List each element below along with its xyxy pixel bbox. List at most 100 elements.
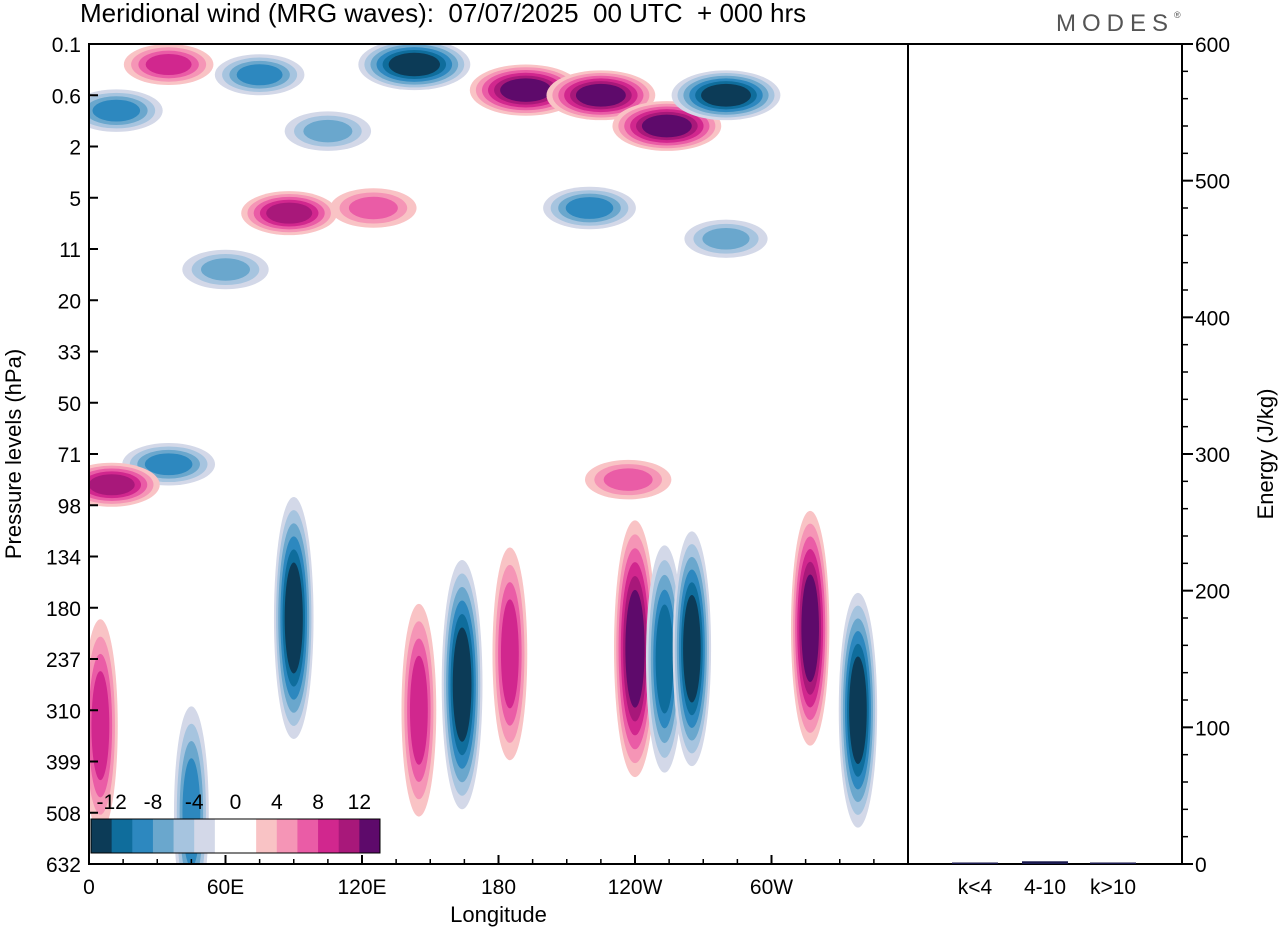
wind-contour	[565, 197, 614, 219]
y-tick-label: 134	[46, 547, 81, 570]
wind-contour	[849, 656, 867, 765]
y-tick-label: 508	[46, 803, 81, 826]
wind-contour	[500, 78, 552, 102]
colorbar-swatch	[214, 819, 236, 853]
energy-tick-label: 500	[1195, 171, 1230, 194]
energy-bar-chart: 0 100 200 300 400 500 600 Energy (J/kg) k<4 4-10 k…	[952, 34, 1278, 899]
wind-feature-4	[671, 70, 781, 121]
colorbar-frame	[90, 818, 381, 854]
colorbar-swatch	[152, 819, 175, 853]
colorbar-label: 4	[271, 791, 283, 814]
energy-frame	[907, 43, 1183, 865]
colorbar-swatch	[318, 819, 340, 853]
wind-feature-26	[584, 459, 672, 500]
y-tick-label: 98	[58, 495, 81, 518]
wind-contour	[655, 604, 674, 714]
wind-contour	[641, 114, 692, 138]
wind-feature-19	[645, 545, 684, 773]
x-tick-label: 60E	[207, 876, 244, 899]
wind-feature-12	[182, 249, 269, 290]
colorbar-swatch	[132, 819, 154, 853]
colorbar-swatch	[338, 819, 360, 853]
energy-bar	[1022, 861, 1068, 864]
x-tick-label: 120W	[608, 876, 663, 899]
colorbar-label: -4	[185, 791, 204, 814]
y-tick-label: 5	[69, 188, 81, 211]
y-axis-title: Pressure levels (hPa)	[1, 349, 26, 559]
wind-contour	[388, 52, 440, 77]
wind-feature-21	[790, 510, 830, 746]
colorbar-swatch	[91, 819, 113, 853]
wind-feature-16	[273, 497, 314, 739]
wind-contour	[201, 258, 250, 281]
wind-feature-13	[684, 219, 768, 258]
x-tick-label: 120E	[337, 876, 386, 899]
colorbar: -12 -8 -4 0 4 8 12	[90, 791, 381, 854]
energy-tick-label: 300	[1195, 444, 1230, 467]
energy-bar	[1090, 862, 1136, 864]
wind-contour	[145, 53, 192, 76]
energy-tick-label: 200	[1195, 581, 1230, 604]
wind-contour	[452, 627, 472, 742]
wind-contour	[409, 655, 428, 765]
wind-contour	[625, 589, 645, 708]
x-tick-label: 0	[83, 876, 95, 899]
y-tick-label: 180	[46, 598, 81, 621]
y-tick-label: 11	[59, 239, 81, 262]
heatmap-plot-area	[89, 44, 878, 864]
colorbar-label: -12	[96, 791, 126, 814]
heatmap-frame	[88, 43, 909, 865]
energy-axis-title: Energy (J/kg)	[1253, 389, 1278, 520]
wind-feature-5	[89, 89, 163, 132]
wind-contour	[266, 202, 313, 224]
wind-feature-18	[614, 520, 656, 778]
colorbar-swatch	[297, 819, 319, 853]
wind-feature-0	[358, 44, 471, 91]
energy-category-label: k>10	[1090, 876, 1136, 899]
x-axis-title: Longitude	[450, 902, 547, 927]
colorbar-swatch	[194, 819, 216, 853]
colorbar-swatch	[256, 819, 278, 853]
wind-feature-6	[284, 111, 372, 151]
x-tick-label: 60W	[750, 876, 793, 899]
colorbar-label: 12	[348, 791, 371, 814]
chart-title: Meridional wind (MRG waves): 07/07/2025 …	[80, 0, 807, 28]
wind-feature-25	[492, 547, 528, 761]
y-tick-label: 0.1	[52, 34, 81, 57]
energy-bar	[952, 862, 998, 864]
wind-feature-20	[672, 531, 712, 767]
wind-contour	[144, 453, 193, 476]
colorbar-swatch	[359, 819, 381, 853]
wind-contour	[801, 574, 819, 683]
y-tick-label: 20	[58, 290, 81, 313]
wind-feature-7	[123, 44, 214, 86]
wind-contour	[702, 227, 750, 250]
energy-category-label: k<4	[958, 876, 993, 899]
energy-tick-label: 100	[1195, 717, 1230, 740]
wind-contour	[89, 474, 135, 496]
energy-tick-label: 600	[1195, 34, 1230, 57]
wind-feature-15	[89, 462, 160, 507]
y-tick-label: 632	[46, 854, 81, 877]
colorbar-label: 8	[312, 791, 324, 814]
axes: 0.1 0.6 2 5 11 20 33 50 71 98 134 180 237 310 399 508 63…	[1, 34, 1183, 927]
wind-contour	[91, 671, 110, 781]
wind-contour	[92, 99, 141, 122]
wind-feature-2	[546, 70, 656, 121]
wind-contour	[284, 562, 303, 674]
colorbar-swatch	[111, 819, 133, 853]
wind-contour	[683, 594, 701, 703]
y-tick-label: 2	[69, 137, 81, 160]
wind-feature-17	[441, 559, 483, 810]
energy-tick-label: 0	[1195, 854, 1207, 877]
y-tick-label: 399	[46, 752, 81, 775]
colorbar-swatch	[276, 819, 298, 853]
modes-logo: MODES®	[1056, 10, 1181, 38]
wind-contour	[236, 64, 283, 86]
colorbar-label: -8	[144, 791, 163, 814]
logo-text: MODES	[1056, 10, 1175, 37]
y-tick-label: 237	[46, 649, 81, 672]
y-tick-label: 0.6	[52, 85, 81, 108]
registered-mark: ®	[1174, 10, 1181, 20]
wind-contour	[701, 83, 751, 107]
